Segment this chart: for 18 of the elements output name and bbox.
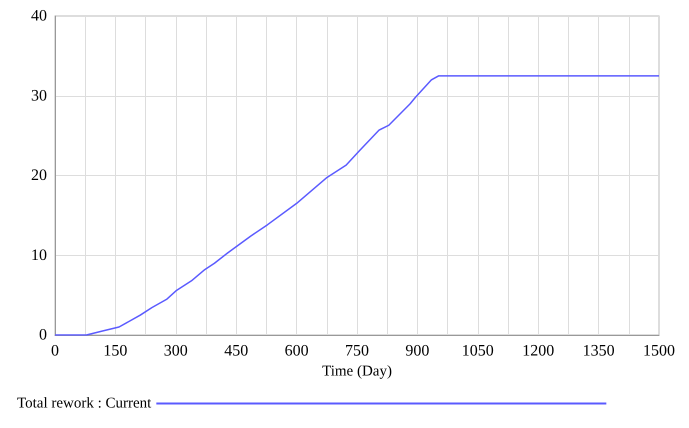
x-tick-label: 450 — [224, 342, 248, 360]
y-tick-label: 30 — [31, 87, 47, 104]
x-tick-label: 1500 — [643, 342, 675, 360]
x-tick-label: 1050 — [462, 342, 494, 360]
y-tick-label: 40 — [31, 8, 47, 24]
text: Total rework : Current — [17, 396, 152, 412]
x-axis-title: Time (Day) — [322, 363, 392, 380]
x-tick-label: 750 — [345, 342, 369, 360]
x-tick-label: 0 — [51, 342, 59, 360]
x-tick-label: 1350 — [582, 342, 615, 360]
x-tick-label: 300 — [164, 342, 188, 360]
y-tick-label: 0 — [39, 326, 47, 344]
x-tick-label: 150 — [103, 342, 128, 360]
x-tick-label: 600 — [284, 342, 309, 360]
y-tick-label: 20 — [31, 167, 47, 184]
x-tick-label: 900 — [405, 342, 430, 360]
y-tick-label: 10 — [31, 246, 47, 264]
x-tick-label: 1200 — [522, 342, 554, 360]
